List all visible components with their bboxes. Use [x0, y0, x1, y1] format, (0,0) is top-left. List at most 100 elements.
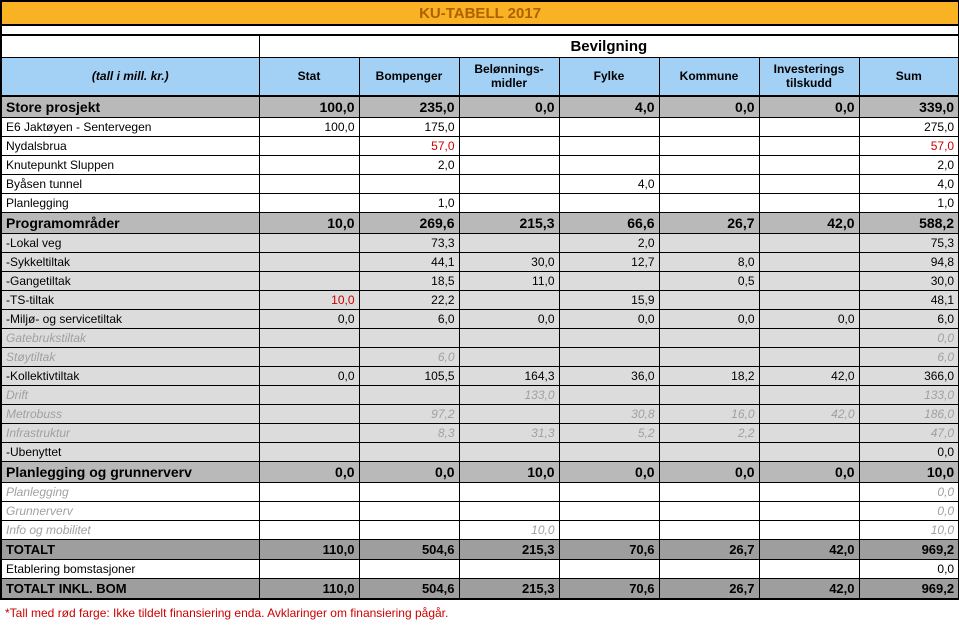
- cell: 70,6: [559, 539, 659, 559]
- cell: [559, 155, 659, 174]
- cell: 42,0: [759, 404, 859, 423]
- cell: 5,2: [559, 423, 659, 442]
- table-row: -Lokal veg 73,3 2,0 75,3: [1, 233, 959, 252]
- cell: [759, 271, 859, 290]
- table-row: Planlegging0,0: [1, 482, 959, 501]
- cell: 969,2: [859, 539, 959, 559]
- cell: 94,8: [859, 252, 959, 271]
- cell: 2,0: [859, 155, 959, 174]
- cell: 504,6: [359, 539, 459, 559]
- cell: [759, 442, 859, 461]
- cell: [359, 442, 459, 461]
- cell: [359, 328, 459, 347]
- cell: 0,0: [259, 461, 359, 482]
- cell: [359, 385, 459, 404]
- cell: 4,0: [859, 174, 959, 193]
- table-row: Drift133,0133,0: [1, 385, 959, 404]
- cell: [259, 404, 359, 423]
- cell: [259, 271, 359, 290]
- cell: [559, 347, 659, 366]
- cell: [559, 193, 659, 212]
- cell: [259, 328, 359, 347]
- cell: 57,0: [359, 136, 459, 155]
- cell: 105,5: [359, 366, 459, 385]
- cell: 4,0: [559, 174, 659, 193]
- cell: [659, 193, 759, 212]
- cell: 2,0: [559, 233, 659, 252]
- col-header-4: Kommune: [659, 58, 759, 96]
- cell: [659, 385, 759, 404]
- row-label: -Kollektivtiltak: [1, 366, 259, 385]
- cell: 4,0: [559, 96, 659, 118]
- cell: [459, 136, 559, 155]
- cell: 16,0: [659, 404, 759, 423]
- cell: 100,0: [259, 117, 359, 136]
- col-header-2: Belønnings-midler: [459, 58, 559, 96]
- cell: 269,6: [359, 212, 459, 233]
- cell: [459, 347, 559, 366]
- cell: 75,3: [859, 233, 959, 252]
- cell: [359, 501, 459, 520]
- cell: [259, 347, 359, 366]
- cell: [259, 252, 359, 271]
- row-label: E6 Jaktøyen - Sentervegen: [1, 117, 259, 136]
- cell: [659, 442, 759, 461]
- cell: 36,0: [559, 366, 659, 385]
- cell: 97,2: [359, 404, 459, 423]
- cell: 164,3: [459, 366, 559, 385]
- cell: 133,0: [859, 385, 959, 404]
- cell: [459, 233, 559, 252]
- footnote: *Tall med rød farge: Ikke tildelt finans…: [1, 599, 959, 622]
- row-label: Infrastruktur: [1, 423, 259, 442]
- cell: 0,0: [659, 461, 759, 482]
- row-label: -Lokal veg: [1, 233, 259, 252]
- cell: [259, 233, 359, 252]
- table-row: -Miljø- og servicetiltak0,06,00,00,00,00…: [1, 309, 959, 328]
- row-label: TOTALT: [1, 539, 259, 559]
- row-label: Etablering bomstasjoner: [1, 559, 259, 578]
- cell: 57,0: [859, 136, 959, 155]
- cell: [759, 117, 859, 136]
- cell: [259, 501, 359, 520]
- cell: 10,0: [859, 461, 959, 482]
- cell: [759, 155, 859, 174]
- cell: 73,3: [359, 233, 459, 252]
- cell: 26,7: [659, 578, 759, 599]
- cell: 0,0: [459, 96, 559, 118]
- col-header-5: Investerings tilskudd: [759, 58, 859, 96]
- cell: [759, 252, 859, 271]
- group-header-bevilgning: Bevilgning: [259, 35, 959, 58]
- cell: [759, 174, 859, 193]
- cell: [259, 423, 359, 442]
- cell: 6,0: [859, 309, 959, 328]
- cell: 42,0: [759, 578, 859, 599]
- cell: 186,0: [859, 404, 959, 423]
- row-label: Programområder: [1, 212, 259, 233]
- row-label-header: (tall i mill. kr.): [1, 58, 259, 96]
- cell: 366,0: [859, 366, 959, 385]
- cell: [659, 290, 759, 309]
- cell: 11,0: [459, 271, 559, 290]
- cell: 215,3: [459, 578, 559, 599]
- cell: 10,0: [259, 212, 359, 233]
- row-label: Byåsen tunnel: [1, 174, 259, 193]
- cell: [259, 559, 359, 578]
- cell: [659, 233, 759, 252]
- cell: 2,0: [359, 155, 459, 174]
- table-row: Planlegging1,01,0: [1, 193, 959, 212]
- table-row: Infrastruktur8,331,35,22,247,0: [1, 423, 959, 442]
- cell: 0,0: [259, 366, 359, 385]
- cell: [459, 117, 559, 136]
- table-row: TOTALT INKL. BOM110,0504,6215,370,626,74…: [1, 578, 959, 599]
- cell: [759, 136, 859, 155]
- table-row: Programområder10,0269,6215,366,626,742,0…: [1, 212, 959, 233]
- cell: [759, 385, 859, 404]
- cell: 1,0: [859, 193, 959, 212]
- table-row: Grunnerverv0,0: [1, 501, 959, 520]
- cell: 66,6: [559, 212, 659, 233]
- cell: 100,0: [259, 96, 359, 118]
- cell: 133,0: [459, 385, 559, 404]
- cell: 10,0: [459, 461, 559, 482]
- row-label: Knutepunkt Sluppen: [1, 155, 259, 174]
- cell: 12,7: [559, 252, 659, 271]
